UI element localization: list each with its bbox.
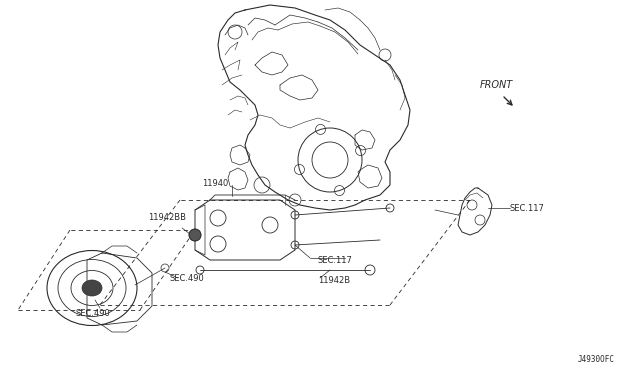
- Text: FRONT: FRONT: [480, 80, 513, 90]
- Text: SEC.490: SEC.490: [75, 309, 109, 318]
- Text: J4930OFC: J4930OFC: [578, 355, 615, 364]
- Circle shape: [189, 229, 201, 241]
- Text: SEC.490: SEC.490: [170, 274, 205, 283]
- Text: 11940: 11940: [202, 179, 228, 188]
- Text: SEC.117: SEC.117: [510, 204, 545, 213]
- Text: 11942B: 11942B: [318, 276, 350, 285]
- Ellipse shape: [82, 280, 102, 296]
- Text: SEC.117: SEC.117: [318, 256, 353, 265]
- Text: 11942BB: 11942BB: [148, 213, 186, 222]
